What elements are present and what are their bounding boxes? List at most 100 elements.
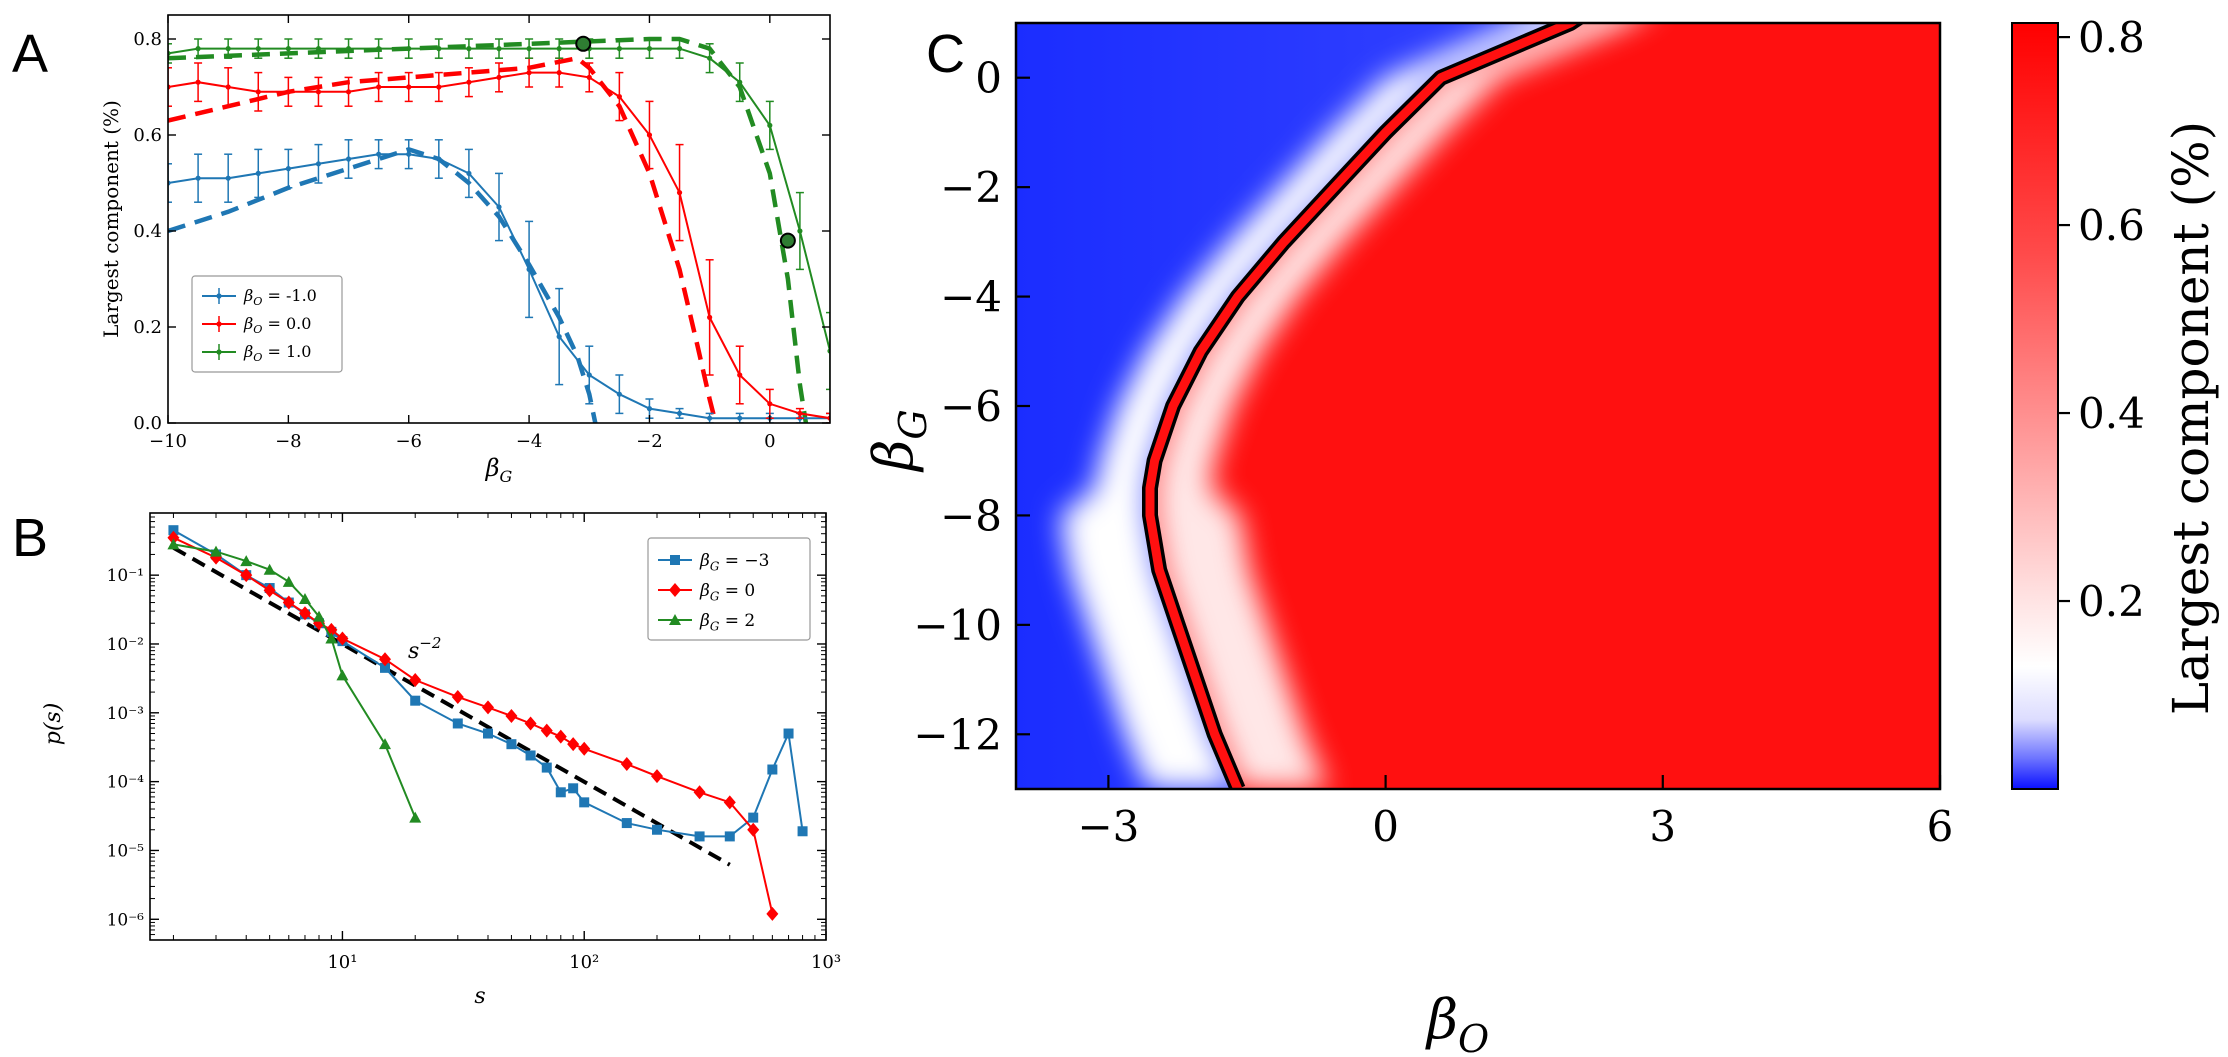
theory-curve-1 — [168, 55, 718, 423]
data-point — [556, 46, 562, 52]
colorbar-tick-label: 0.8 — [2078, 13, 2145, 62]
marker-square — [767, 764, 778, 775]
marker-diamond — [578, 741, 591, 756]
marker-diamond — [240, 568, 253, 583]
marker-diamond — [567, 737, 580, 752]
marker-diamond — [298, 606, 311, 621]
data-point — [767, 122, 773, 128]
y-tick-label: 10⁻⁴ — [107, 773, 145, 793]
panel-letter-a: A — [12, 24, 48, 84]
data-point — [496, 204, 502, 210]
marker-diamond — [379, 652, 392, 667]
marker-square — [410, 695, 421, 706]
data-point — [707, 314, 713, 320]
y-tick-label: 0.2 — [133, 317, 162, 338]
data-point — [195, 46, 201, 52]
panel-letter-c: C — [926, 24, 965, 84]
marker-triangle — [240, 555, 253, 567]
marker-diamond — [167, 530, 180, 545]
y-tick-label: 10⁻¹ — [107, 566, 144, 586]
marker-triangle — [210, 545, 223, 557]
marker-square — [541, 762, 552, 773]
panel-a-frame — [167, 14, 831, 424]
panel-a-xlabel: βG — [485, 454, 513, 486]
legend-marker — [216, 293, 222, 299]
colorbar — [2011, 22, 2059, 790]
marker-square — [694, 831, 705, 842]
data-point — [556, 334, 562, 340]
marker-diamond — [693, 785, 706, 800]
data-point — [225, 46, 231, 52]
marker-diamond — [766, 906, 779, 921]
data-point — [315, 89, 322, 95]
data-point — [376, 46, 382, 52]
data-point — [646, 46, 653, 52]
data-point — [376, 151, 382, 157]
data-point — [255, 170, 261, 176]
marker-diamond — [505, 708, 518, 723]
data-point — [466, 79, 472, 85]
reference-line — [172, 546, 731, 867]
data-point — [285, 89, 291, 95]
marker-square — [748, 812, 759, 823]
marker-square — [783, 728, 794, 739]
y-tick-label: −10 — [913, 601, 1002, 650]
marker-triangle — [298, 593, 311, 605]
x-tick-label: −4 — [516, 431, 543, 452]
panel-b-ylabel: p(s) — [41, 703, 66, 746]
marker-triangle — [325, 632, 338, 644]
legend-label: βO = -1.0 — [243, 286, 317, 308]
x-tick-label: −2 — [636, 431, 663, 452]
panel-b-xlabel: s — [474, 984, 485, 1009]
marker-diamond — [540, 723, 553, 738]
marker-square — [724, 831, 735, 842]
data-point — [526, 266, 532, 272]
highlight-marker — [575, 35, 592, 52]
marker-diamond — [451, 689, 464, 704]
data-point — [556, 70, 562, 76]
data-point — [767, 401, 773, 407]
x-tick-label: −10 — [149, 431, 187, 452]
marker-diamond — [336, 631, 349, 646]
marker-diamond — [620, 757, 633, 772]
data-point — [345, 156, 352, 162]
panel-c-ylabel: βG — [862, 409, 935, 473]
data-point — [436, 84, 442, 90]
x-tick-label: 10² — [569, 952, 599, 973]
data-point — [737, 372, 743, 378]
data-point — [315, 161, 322, 167]
x-tick-label: 6 — [1927, 802, 1954, 851]
data-point — [345, 46, 352, 52]
data-point — [586, 372, 592, 378]
legend-label: βG = 0 — [699, 581, 755, 603]
marker-diamond — [651, 769, 663, 784]
marker-square — [579, 797, 590, 808]
marker-diamond — [669, 583, 681, 597]
heatmap-boundary-contour-core — [1145, 23, 1579, 789]
marker-square — [483, 728, 493, 739]
marker-diamond — [723, 795, 736, 810]
colorbar-label: Largest component (%) — [2162, 121, 2220, 715]
highlight-marker — [779, 232, 796, 249]
panel-c-heatmap: −3 0 3 60−2−4−6−8−10−12 βO βG 0.20.40.60.8 … — [862, 13, 2220, 1057]
legend-label: βG = 2 — [699, 611, 755, 633]
panel-a-chart: −10 −8 −6 −4 −2 0 0.0 0.2 0.4 0.6 0.8 βG Largest c… — [99, 14, 831, 486]
data-point — [676, 190, 683, 196]
y-tick-label: −2 — [940, 163, 1002, 212]
marker-triangle — [669, 614, 681, 625]
data-point — [195, 79, 201, 85]
x-tick-label: 10³ — [811, 952, 841, 973]
marker-triangle — [409, 811, 422, 823]
y-tick-label: −6 — [940, 382, 1002, 431]
data-point — [315, 46, 322, 52]
marker-triangle — [263, 563, 276, 575]
data-point — [345, 89, 352, 95]
data-point — [646, 132, 653, 138]
colorbar-tick-label: 0.4 — [2078, 389, 2145, 438]
data-point — [436, 46, 442, 52]
data-point — [436, 156, 442, 162]
data-point — [797, 228, 803, 234]
data-point — [255, 46, 261, 52]
marker-square — [506, 739, 517, 750]
data-point — [496, 46, 502, 52]
